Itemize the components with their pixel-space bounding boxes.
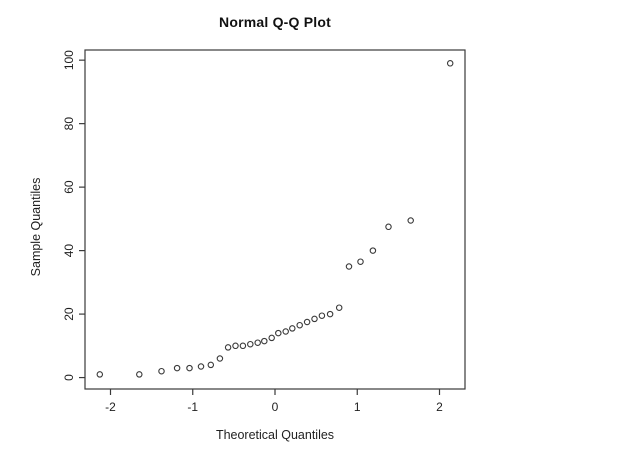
x-tick-label: 1 [354,400,361,414]
data-point [216,355,224,362]
y-tick-label: 0 [62,374,76,381]
data-point [224,344,232,351]
data-point [357,258,364,265]
data-point [282,328,289,335]
y-axis-label: Sample Quantiles [29,177,43,277]
data-point [303,318,311,326]
chart-title: Normal Q-Q Plot [219,14,331,30]
data-point [197,363,205,370]
y-tick-label: 100 [62,50,76,70]
data-point [247,340,254,348]
y-tick-label: 40 [62,244,76,258]
data-point [345,263,353,270]
data-point [232,342,239,350]
y-tick-label: 60 [62,180,76,194]
data-point [207,361,215,369]
data-point [289,325,296,332]
data-point [275,329,282,337]
data-point [239,342,247,350]
y-tick-label: 80 [62,117,76,131]
data-point [96,371,104,378]
x-tick-label: -1 [187,400,198,414]
x-tick-label: 2 [436,400,443,414]
x-tick-label: -2 [105,400,116,414]
data-point [369,247,377,254]
data-point [318,312,326,319]
data-point [173,364,181,372]
data-point [311,315,318,323]
data-point [296,321,303,329]
data-point [268,334,275,342]
y-tick-label: 20 [62,307,76,321]
data-point [261,337,268,345]
data-point [186,364,193,372]
data-point [407,217,414,224]
data-point [326,310,334,318]
x-axis-label: Theoretical Quantiles [215,428,335,442]
data-point [158,367,165,375]
data-point [335,304,343,311]
data-point [254,339,261,346]
data-point [136,371,143,378]
x-tick-label: 0 [272,400,279,414]
data-point [446,60,454,67]
data-point [385,223,392,231]
